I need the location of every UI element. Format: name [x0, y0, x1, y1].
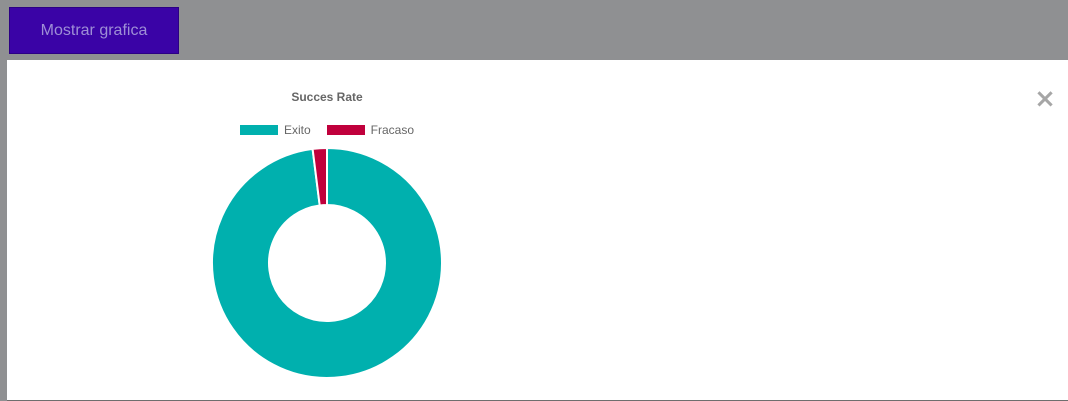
close-icon[interactable]: ×: [1034, 84, 1056, 114]
legend-label-exito: Exito: [283, 123, 311, 137]
chart-container: Succes Rate Exito Fracaso: [167, 80, 487, 400]
legend-item-fracaso[interactable]: Fracaso: [326, 123, 415, 137]
legend-swatch-exito: [239, 125, 278, 135]
donut-slice-exito[interactable]: [211, 146, 443, 379]
legend-label-fracaso: Fracaso: [370, 123, 415, 137]
donut-slice-fracaso[interactable]: [311, 146, 328, 207]
donut-chart: [211, 146, 443, 379]
chart-title: Succes Rate: [291, 90, 363, 104]
chart-legend: Exito Fracaso: [167, 123, 487, 137]
show-chart-button[interactable]: Mostrar grafica: [9, 7, 179, 54]
legend-swatch-fracaso: [326, 125, 365, 135]
legend-item-exito[interactable]: Exito: [239, 123, 311, 137]
chart-modal: × Succes Rate Exito Fracaso: [7, 60, 1068, 401]
